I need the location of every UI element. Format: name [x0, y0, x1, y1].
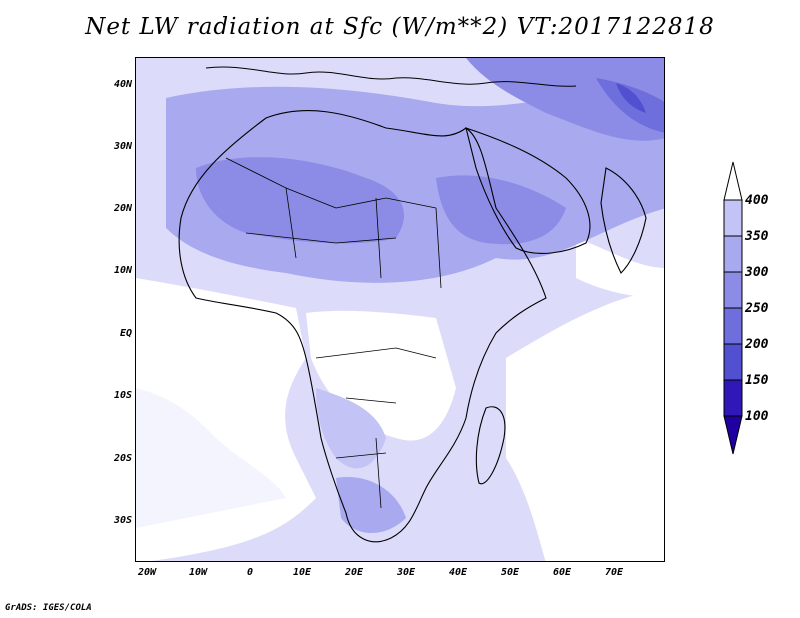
colorbar — [723, 161, 743, 455]
map-title: Net LW radiation at Sfc (W/m**2) VT:2017… — [85, 14, 715, 40]
lon-label-60e: 60E — [552, 567, 572, 578]
lon-label-20w: 20W — [137, 567, 157, 578]
colorbar-label-100: 100 — [745, 409, 769, 424]
colorbar-label-150: 150 — [745, 373, 769, 388]
lat-label-20s: 20S — [113, 453, 132, 464]
lon-label-70e: 70E — [604, 567, 624, 578]
lat-label-10s: 10S — [113, 390, 132, 401]
lat-label-20n: 20N — [113, 203, 132, 214]
lon-label-0: 0 — [246, 567, 254, 578]
footer-credit: GrADS: IGES/COLA — [5, 603, 92, 613]
colorbar-label-400: 400 — [745, 193, 769, 208]
colorbar-top-arrow — [723, 161, 743, 201]
colorbar-segment-150 — [723, 379, 743, 417]
lon-label-30e: 30E — [396, 567, 416, 578]
colorbar-bottom-arrow — [723, 415, 743, 455]
lat-label-30n: 30N — [113, 141, 132, 152]
lat-label-10n: 10N — [113, 265, 132, 276]
colorbar-label-350: 350 — [745, 229, 769, 244]
lon-label-20e: 20E — [344, 567, 364, 578]
colorbar-segment-300 — [723, 271, 743, 309]
lat-label-eq: EQ — [119, 328, 132, 339]
lon-label-10e: 10E — [292, 567, 312, 578]
lat-label-40n: 40N — [113, 79, 132, 90]
colorbar-label-300: 300 — [745, 265, 769, 280]
colorbar-label-250: 250 — [745, 301, 769, 316]
colorbar-segment-200 — [723, 343, 743, 381]
colorbar-segment-250 — [723, 307, 743, 345]
radiation-field — [136, 58, 664, 561]
colorbar-segment-400 — [723, 199, 743, 237]
colorbar-segment-350 — [723, 235, 743, 273]
lon-label-50e: 50E — [500, 567, 520, 578]
map-plot-area — [135, 57, 665, 562]
lon-label-10w: 10W — [188, 567, 208, 578]
colorbar-label-200: 200 — [745, 337, 769, 352]
lon-label-40e: 40E — [448, 567, 468, 578]
lat-label-30s: 30S — [113, 515, 132, 526]
